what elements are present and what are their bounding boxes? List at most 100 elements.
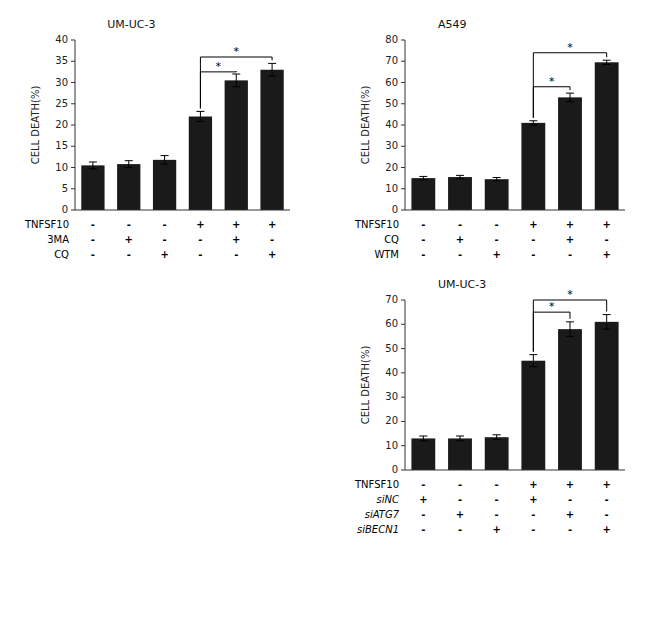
condition-sign: -: [531, 509, 535, 520]
condition-sign: -: [605, 234, 609, 245]
tick-label: 10: [385, 183, 398, 194]
tick-mark: [71, 61, 75, 62]
condition-sign: +: [196, 219, 204, 230]
error-bar: [125, 161, 133, 168]
bar: [558, 329, 582, 470]
tick-mark: [401, 397, 405, 398]
y-axis: [75, 40, 76, 210]
condition-sign: +: [602, 249, 610, 260]
condition-sign: -: [198, 249, 202, 260]
condition-sign: -: [421, 234, 425, 245]
tick-mark: [71, 167, 75, 168]
significance-bracket: [533, 312, 570, 352]
condition-sign: +: [419, 494, 427, 505]
condition-sign: -: [531, 234, 535, 245]
tick-label: 20: [55, 119, 68, 130]
condition-sign: -: [163, 219, 167, 230]
bar: [521, 123, 545, 210]
condition-sign: -: [458, 479, 462, 490]
tick-mark: [401, 421, 405, 422]
title: UM-UC-3: [438, 278, 486, 291]
annotation: *: [567, 288, 573, 301]
condition-sign: +: [602, 524, 610, 535]
condition-name: siATG7: [365, 509, 400, 520]
tick-mark: [71, 40, 75, 41]
tick-mark: [401, 348, 405, 349]
axis-label: CELL DEATH(%): [30, 86, 41, 165]
condition-sign: -: [421, 509, 425, 520]
bar-chart: 01020304050607080CELL DEATH(%)A549**TNFS…: [354, 18, 625, 260]
tick-mark: [71, 103, 75, 104]
bar: [411, 178, 435, 210]
y-axis: [405, 300, 406, 470]
tick-label: 80: [385, 34, 398, 45]
tick-label: 60: [385, 318, 398, 329]
tick-label: 40: [385, 367, 398, 378]
bar: [81, 165, 104, 210]
condition-sign: +: [268, 249, 276, 260]
x-axis: [75, 210, 290, 211]
tick-label: 20: [385, 162, 398, 173]
bar: [189, 117, 212, 211]
plot-area: [81, 63, 283, 210]
bar: [225, 80, 248, 210]
condition-name: WTM: [374, 249, 399, 260]
condition-sign: -: [568, 524, 572, 535]
condition-sign: -: [198, 234, 202, 245]
condition-sign: -: [605, 494, 609, 505]
condition-sign: -: [421, 219, 425, 230]
error-bar: [529, 355, 537, 367]
significance-bracket: [200, 57, 272, 108]
error-bar: [232, 74, 240, 87]
condition-sign: +: [529, 494, 537, 505]
tick-mark: [401, 188, 405, 189]
plot-area: [411, 315, 618, 470]
tick-label: 40: [385, 119, 398, 130]
title: A549: [438, 18, 467, 31]
condition-name: TNFSF10: [24, 219, 69, 230]
error-bar: [89, 162, 97, 169]
tick-label: 50: [385, 98, 398, 109]
tick-mark: [71, 125, 75, 126]
condition-sign: -: [234, 249, 238, 260]
error-bar: [196, 111, 204, 121]
bar: [117, 164, 140, 210]
tick-mark: [401, 300, 405, 301]
condition-sign: -: [568, 494, 572, 505]
tick-mark: [401, 103, 405, 104]
condition-sign: -: [495, 479, 499, 490]
condition-sign: -: [127, 249, 131, 260]
condition-name: TNFSF10: [354, 479, 399, 490]
condition-sign: -: [163, 234, 167, 245]
error-bar: [419, 436, 427, 441]
condition-sign: -: [270, 234, 274, 245]
bar-chart: 010203040506070CELL DEATH(%)UM-UC-3**TNF…: [354, 278, 625, 535]
title: UM-UC-3: [107, 18, 155, 31]
error-bar: [493, 177, 501, 180]
annotation: *: [549, 75, 555, 88]
error-bar: [603, 60, 611, 64]
condition-sign: +: [456, 234, 464, 245]
tick-label: 50: [385, 343, 398, 354]
condition-sign: +: [602, 219, 610, 230]
annotation: *: [234, 45, 240, 58]
condition-sign: +: [566, 219, 574, 230]
tick-mark: [71, 210, 75, 211]
tick-label: 10: [385, 440, 398, 451]
plot-area: [411, 60, 618, 210]
tick-mark: [401, 40, 405, 41]
tick-mark: [71, 82, 75, 83]
tick-mark: [71, 146, 75, 147]
tick-label: 20: [385, 415, 398, 426]
condition-name: CQ: [54, 249, 69, 260]
tick-mark: [401, 125, 405, 126]
bar: [153, 160, 176, 210]
bar-chart: 0510152025303540CELL DEATH(%)UM-UC-3**TN…: [24, 18, 290, 260]
condition-sign: -: [421, 249, 425, 260]
significance-bracket: [200, 71, 236, 108]
error-bar: [161, 156, 169, 165]
tick-label: 25: [55, 98, 68, 109]
condition-sign: -: [495, 509, 499, 520]
condition-sign: +: [566, 479, 574, 490]
tick-label: 5: [62, 183, 68, 194]
